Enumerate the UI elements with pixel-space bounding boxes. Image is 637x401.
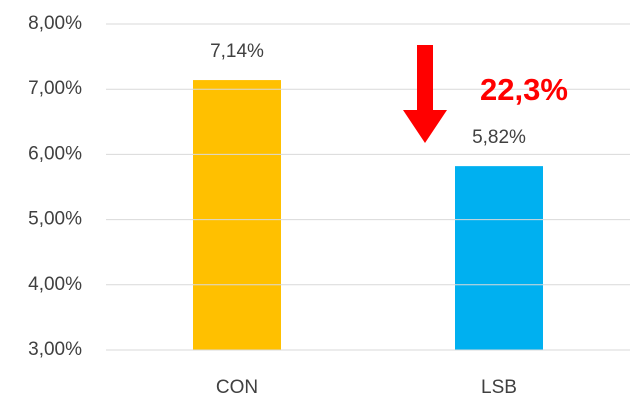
x-tick-label: LSB — [481, 377, 517, 398]
y-tick-label: 7,00% — [28, 78, 82, 99]
data-label: 7,14% — [210, 41, 264, 62]
bar — [455, 166, 543, 350]
y-tick-label: 6,00% — [28, 143, 82, 164]
annotation: 22,3% — [480, 72, 568, 107]
data-label: 5,82% — [472, 127, 526, 148]
y-tick-label: 5,00% — [28, 209, 82, 230]
bar — [193, 80, 281, 351]
x-tick-label: CON — [216, 377, 258, 398]
y-tick-label: 3,00% — [28, 339, 82, 360]
y-tick-label: 8,00% — [28, 13, 82, 34]
y-tick-label: 4,00% — [28, 274, 82, 295]
down-arrow — [403, 45, 447, 143]
